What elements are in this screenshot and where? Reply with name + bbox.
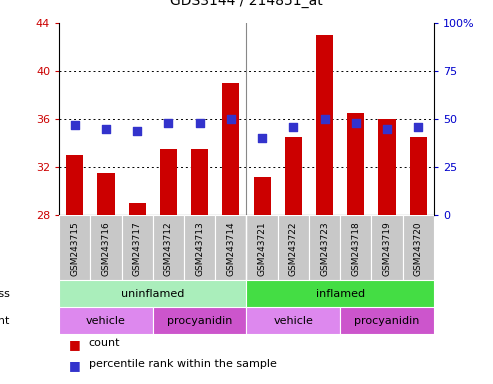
- Point: [196, 120, 204, 126]
- Text: count: count: [89, 338, 120, 348]
- Bar: [59, 307, 153, 334]
- Bar: [309, 215, 340, 280]
- Bar: [215, 215, 246, 280]
- Point: [227, 116, 235, 122]
- Text: ■: ■: [69, 359, 81, 372]
- Bar: [246, 215, 278, 280]
- Point: [320, 116, 328, 122]
- Bar: [59, 215, 90, 280]
- Bar: [160, 149, 177, 215]
- Bar: [129, 203, 146, 215]
- Text: stress: stress: [0, 289, 10, 299]
- Text: GSM243722: GSM243722: [289, 222, 298, 276]
- Bar: [410, 137, 427, 215]
- Text: GSM243717: GSM243717: [133, 222, 141, 276]
- Bar: [253, 177, 271, 215]
- Text: GDS3144 / 214851_at: GDS3144 / 214851_at: [170, 0, 323, 8]
- Bar: [403, 215, 434, 280]
- Text: vehicle: vehicle: [86, 316, 126, 326]
- Text: GSM243720: GSM243720: [414, 222, 423, 276]
- Bar: [153, 215, 184, 280]
- Point: [352, 120, 360, 126]
- Text: inflamed: inflamed: [316, 289, 365, 299]
- Text: GSM243715: GSM243715: [70, 222, 79, 276]
- Text: procyanidin: procyanidin: [167, 316, 232, 326]
- Bar: [340, 215, 371, 280]
- Point: [102, 126, 110, 132]
- Text: vehicle: vehicle: [274, 316, 313, 326]
- Point: [289, 124, 297, 130]
- Point: [383, 126, 391, 132]
- Bar: [316, 35, 333, 215]
- Bar: [222, 83, 240, 215]
- Bar: [66, 155, 83, 215]
- Text: GSM243718: GSM243718: [352, 222, 360, 276]
- Bar: [59, 280, 246, 307]
- Text: ■: ■: [69, 338, 81, 351]
- Point: [165, 120, 173, 126]
- Bar: [278, 215, 309, 280]
- Bar: [191, 149, 208, 215]
- Bar: [246, 307, 340, 334]
- Text: GSM243719: GSM243719: [383, 222, 391, 276]
- Text: percentile rank within the sample: percentile rank within the sample: [89, 359, 277, 369]
- Text: GSM243713: GSM243713: [195, 222, 204, 276]
- Bar: [153, 307, 246, 334]
- Text: GSM243712: GSM243712: [164, 222, 173, 276]
- Text: GSM243721: GSM243721: [258, 222, 267, 276]
- Bar: [285, 137, 302, 215]
- Bar: [246, 280, 434, 307]
- Bar: [90, 215, 122, 280]
- Text: uninflamed: uninflamed: [121, 289, 184, 299]
- Point: [133, 127, 141, 134]
- Bar: [379, 119, 395, 215]
- Text: GSM243723: GSM243723: [320, 222, 329, 276]
- Text: procyanidin: procyanidin: [354, 316, 420, 326]
- Bar: [122, 215, 153, 280]
- Bar: [371, 215, 403, 280]
- Bar: [184, 215, 215, 280]
- Point: [258, 135, 266, 141]
- Point: [71, 122, 79, 128]
- Bar: [340, 307, 434, 334]
- Text: agent: agent: [0, 316, 10, 326]
- Text: GSM243716: GSM243716: [102, 222, 110, 276]
- Bar: [347, 113, 364, 215]
- Bar: [98, 173, 114, 215]
- Text: GSM243714: GSM243714: [226, 222, 235, 276]
- Point: [414, 124, 422, 130]
